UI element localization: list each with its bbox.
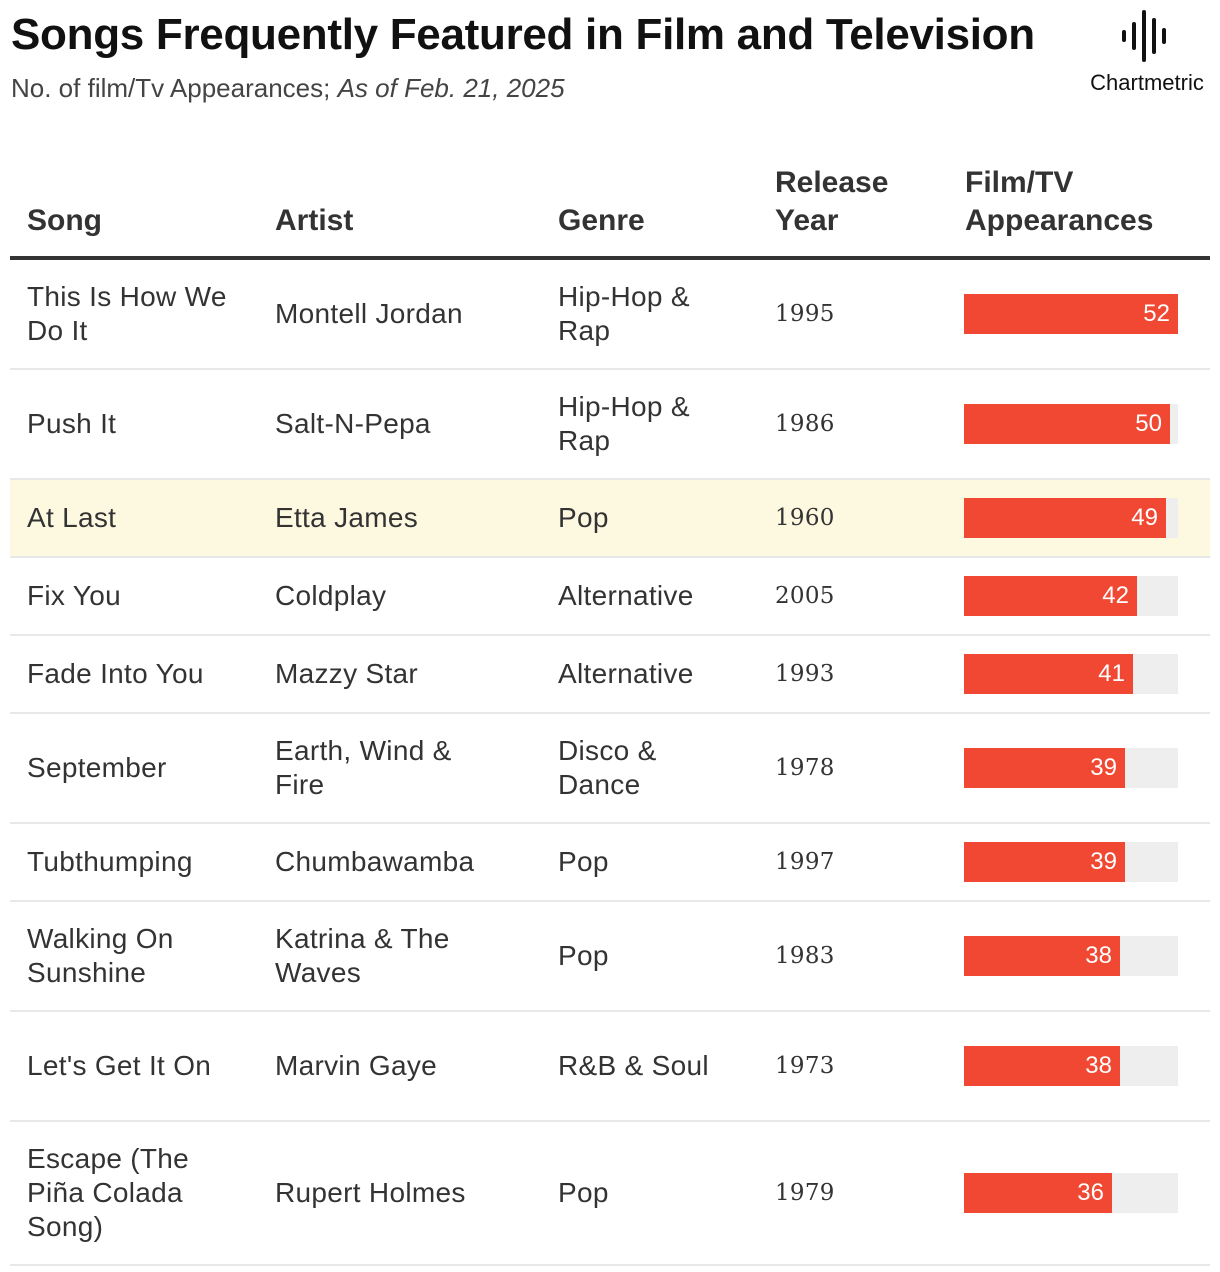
genre-cell: R&B & Soul [558, 1050, 709, 1081]
appearances-value-label: 49 [1131, 504, 1158, 531]
appearances-bar-track: 38 [964, 936, 1178, 976]
chart-title: Songs Frequently Featured in Film and Te… [11, 10, 1035, 59]
chart-subtitle: No. of film/Tv Appearances; As of Feb. 2… [11, 73, 565, 104]
subtitle-text: No. of film/Tv Appearances; [11, 73, 331, 103]
table-header: Song Artist Genre Release Year Film/TV A… [10, 150, 1210, 260]
release-year-cell: 1973 [775, 1053, 835, 1079]
genre-cell: Pop [558, 940, 609, 971]
artist-cell: Etta James [275, 502, 419, 533]
genre-cell: Hip-Hop & Rap [558, 391, 690, 456]
appearances-value-label: 50 [1135, 410, 1162, 437]
appearances-bar: 36 [964, 1173, 1112, 1213]
header-release-year: Release Year [775, 166, 889, 237]
appearances-bar-track: 36 [964, 1173, 1178, 1213]
song-cell: At Last [27, 502, 117, 533]
table-body: This Is How We Do It Montell Jordan Hip-Ho… [10, 260, 1210, 1266]
table-row: Fade Into You Mazzy Star Alternative 1993 41 [10, 636, 1210, 714]
artist-cell: Coldplay [275, 580, 387, 611]
header-song: Song [27, 204, 102, 237]
artist-cell: Earth, Wind & Fire [275, 735, 452, 800]
appearances-value-label: 39 [1090, 848, 1117, 875]
appearances-bar-track: 39 [964, 842, 1178, 882]
genre-cell: Pop [558, 1177, 609, 1208]
appearances-value-label: 39 [1090, 754, 1117, 781]
song-cell: September [27, 752, 167, 783]
logo-text: Chartmetric [1090, 70, 1204, 95]
song-cell: Push It [27, 408, 117, 439]
table-row: This Is How We Do It Montell Jordan Hip-Ho… [10, 260, 1210, 370]
appearances-bar-track: 38 [964, 1046, 1178, 1086]
song-cell: Fix You [27, 580, 121, 611]
table-row: At Last Etta James Pop 1960 49 [10, 480, 1210, 558]
genre-cell: Alternative [558, 580, 694, 611]
chartmetric-logo: Chartmetric [1082, 8, 1212, 98]
genre-cell: Pop [558, 502, 609, 533]
song-cell: Fade Into You [27, 658, 204, 689]
songs-table: Song Artist Genre Release Year Film/TV A… [10, 150, 1210, 1266]
appearances-bar-track: 49 [964, 498, 1178, 538]
table-row: September Earth, Wind & Fire Disco & Dance… [10, 714, 1210, 824]
appearances-bar: 52 [964, 294, 1178, 334]
appearances-value-label: 38 [1085, 942, 1112, 969]
song-cell: Let's Get It On [27, 1050, 212, 1081]
release-year-cell: 1983 [775, 943, 835, 969]
release-year-cell: 1979 [775, 1180, 835, 1206]
appearances-bar: 38 [964, 1046, 1120, 1086]
genre-cell: Disco & Dance [558, 735, 657, 800]
appearances-bar-track: 42 [964, 576, 1178, 616]
header-genre: Genre [558, 204, 645, 237]
table-row: Fix You Coldplay Alternative 2005 42 [10, 558, 1210, 636]
genre-cell: Alternative [558, 658, 694, 689]
song-cell: Tubthumping [27, 846, 193, 877]
artist-cell: Salt-N-Pepa [275, 408, 431, 439]
table-row: Tubthumping Chumbawamba Pop 1997 39 [10, 824, 1210, 902]
appearances-bar-track: 39 [964, 748, 1178, 788]
table-row: Let's Get It On Marvin Gaye R&B & Soul 1973… [10, 1012, 1210, 1122]
soundwave-icon [1122, 10, 1166, 62]
appearances-value-label: 41 [1098, 660, 1125, 687]
genre-cell: Pop [558, 846, 609, 877]
appearances-bar: 38 [964, 936, 1120, 976]
release-year-cell: 1995 [775, 301, 835, 327]
release-year-cell: 1993 [775, 661, 835, 687]
appearances-bar: 39 [964, 748, 1125, 788]
release-year-cell: 1997 [775, 849, 835, 875]
artist-cell: Montell Jordan [275, 298, 463, 329]
release-year-cell: 1978 [775, 755, 835, 781]
artist-cell: Marvin Gaye [275, 1050, 438, 1081]
appearances-bar-track: 52 [964, 294, 1178, 334]
release-year-cell: 2005 [775, 583, 835, 609]
release-year-cell: 1960 [775, 505, 835, 531]
table-row: Escape (The Piña Colada Song) Rupert Holm… [10, 1122, 1210, 1266]
artist-cell: Katrina & The Waves [275, 923, 450, 988]
appearances-bar-track: 41 [964, 654, 1178, 694]
song-cell: Escape (The Piña Colada Song) [27, 1143, 190, 1242]
appearances-value-label: 52 [1143, 300, 1170, 327]
artist-cell: Rupert Holmes [275, 1177, 466, 1208]
table-row: Push It Salt-N-Pepa Hip-Hop & Rap 1986 50 [10, 370, 1210, 480]
artist-cell: Chumbawamba [275, 846, 475, 877]
appearances-value-label: 42 [1102, 582, 1129, 609]
appearances-value-label: 38 [1085, 1052, 1112, 1079]
song-cell: Walking On Sunshine [27, 923, 174, 988]
release-year-cell: 1986 [775, 411, 835, 437]
song-cell: This Is How We Do It [27, 281, 227, 346]
subtitle-date: As of Feb. 21, 2025 [337, 73, 565, 103]
appearances-bar: 41 [964, 654, 1133, 694]
header-appearances: Film/TV Appearances [965, 166, 1154, 237]
table-row: Walking On Sunshine Katrina & The Waves Po… [10, 902, 1210, 1012]
appearances-bar-track: 50 [964, 404, 1178, 444]
appearances-bar: 39 [964, 842, 1125, 882]
header-artist: Artist [275, 204, 354, 237]
appearances-value-label: 36 [1077, 1179, 1104, 1206]
appearances-bar: 49 [964, 498, 1166, 538]
appearances-bar: 42 [964, 576, 1137, 616]
appearances-bar: 50 [964, 404, 1170, 444]
genre-cell: Hip-Hop & Rap [558, 281, 690, 346]
artist-cell: Mazzy Star [275, 658, 419, 689]
